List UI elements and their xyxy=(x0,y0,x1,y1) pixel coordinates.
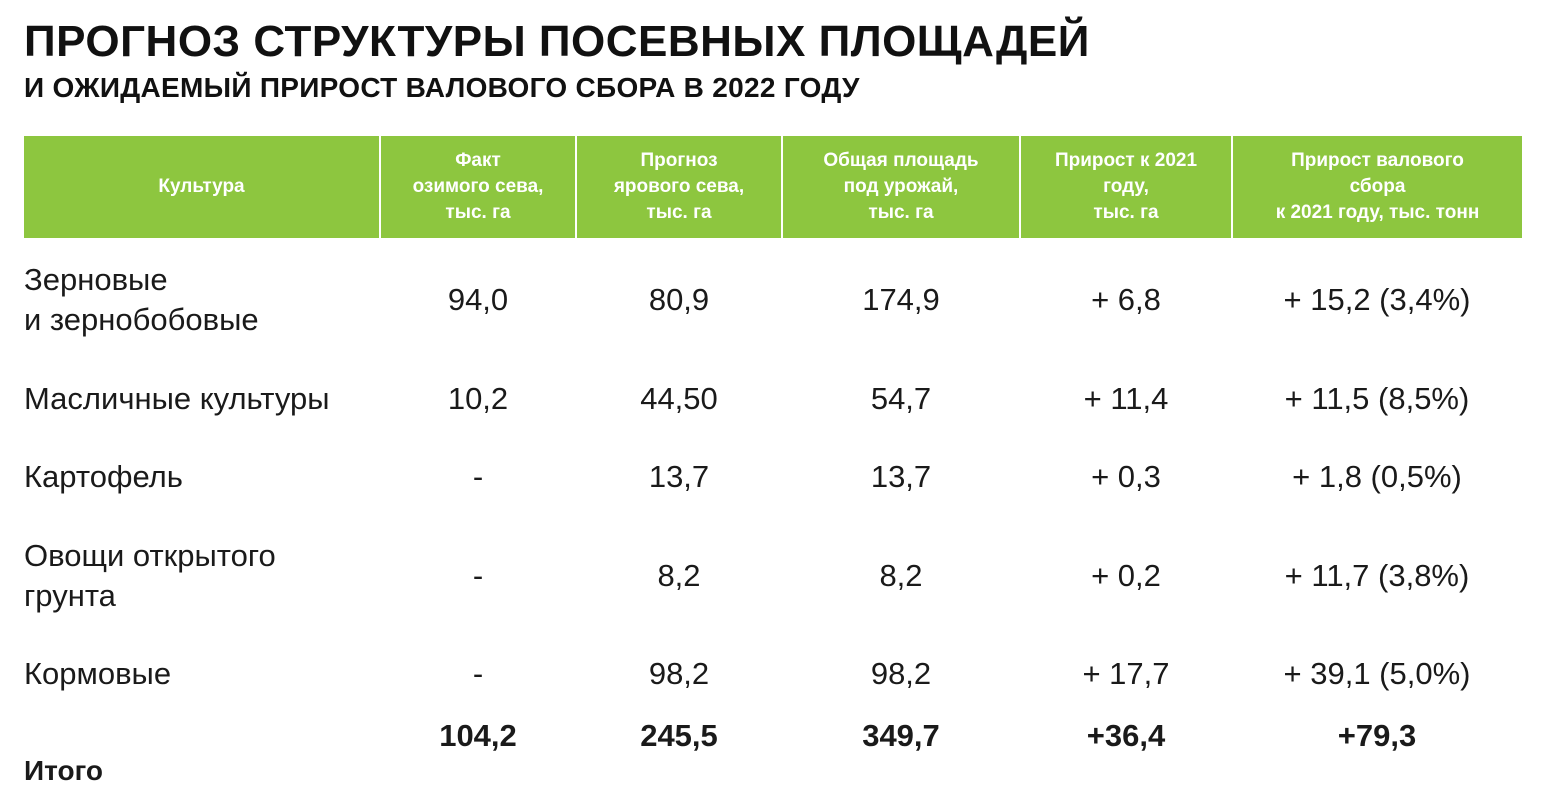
cell-area-growth: + 11,4 xyxy=(1083,381,1169,416)
cell-winter: 10,2 xyxy=(447,381,509,416)
cell-spring: 13,7 xyxy=(648,459,710,494)
cell-yield-growth: + 11,5 (8,5%) xyxy=(1284,381,1470,416)
cell-spring: 8,2 xyxy=(657,558,701,593)
cell-area-growth: + 0,2 xyxy=(1091,558,1161,593)
cell-crop: Овощи открытого грунта xyxy=(24,538,276,613)
total-spring: 245,5 xyxy=(640,718,718,753)
cell-spring: 98,2 xyxy=(648,656,710,691)
total-yield-growth: +79,3 xyxy=(1337,718,1417,753)
cell-yield-growth: + 11,7 (3,8%) xyxy=(1284,558,1470,593)
page-subtitle: И ОЖИДАЕМЫЙ ПРИРОСТ ВАЛОВОГО СБОРА В 202… xyxy=(24,72,860,103)
header-winter-sowing: Факт озимого сева, тыс. га xyxy=(379,136,576,238)
cell-total: 174,9 xyxy=(862,282,940,317)
header-total-area: Общая площадь под урожай, тыс. га xyxy=(781,136,1020,238)
cell-area-growth: + 17,7 xyxy=(1082,656,1170,691)
table-header-row: Культура Факт озимого сева, тыс. га Прог… xyxy=(24,136,1522,238)
cell-crop: Зерновые и зернобобовые xyxy=(24,262,259,337)
cell-crop: Кормовые xyxy=(24,656,172,691)
cell-total: 8,2 xyxy=(879,558,923,593)
cell-total: 13,7 xyxy=(870,459,932,494)
cell-yield-growth: + 15,2 (3,4%) xyxy=(1283,282,1471,317)
table-row: Зерновые и зернобобовые 94,0 80,9 174,9 … xyxy=(24,238,1522,362)
cell-area-growth: + 0,3 xyxy=(1091,459,1161,494)
cell-crop: Картофель xyxy=(24,459,183,494)
cell-total: 98,2 xyxy=(870,656,932,691)
cell-total: 54,7 xyxy=(870,381,932,416)
header-area-growth: Прирост к 2021 году, тыс. га xyxy=(1019,136,1232,238)
total-area-growth: +36,4 xyxy=(1086,718,1166,753)
cell-winter: - xyxy=(472,558,484,593)
table-row: Кормовые - 98,2 98,2 + 17,7 + 39,1 (5,0%… xyxy=(24,634,1522,714)
cell-spring: 80,9 xyxy=(648,282,710,317)
cell-crop: Масличные культуры xyxy=(24,381,330,416)
total-area: 349,7 xyxy=(862,718,940,753)
total-label: Итого xyxy=(24,755,103,786)
table-total-row: Итого 104,2 245,5 349,7 +36,4 +79,3 xyxy=(24,714,1522,788)
cell-spring: 44,50 xyxy=(640,381,718,416)
cell-area-growth: + 6,8 xyxy=(1091,282,1161,317)
cell-winter: 94,0 xyxy=(447,282,509,317)
table-row: Масличные культуры 10,2 44,50 54,7 + 11,… xyxy=(24,362,1522,436)
header-crop: Культура xyxy=(24,136,380,238)
cell-yield-growth: + 39,1 (5,0%) xyxy=(1283,656,1471,691)
cell-yield-growth: + 1,8 (0,5%) xyxy=(1292,459,1462,494)
cell-winter: - xyxy=(472,656,484,691)
page-title: ПРОГНОЗ СТРУКТУРЫ ПОСЕВНЫХ ПЛОЩАДЕЙ xyxy=(24,17,1090,66)
header-yield-growth: Прирост валового сбора к 2021 году, тыс.… xyxy=(1231,136,1522,238)
crop-area-table: Культура Факт озимого сева, тыс. га Прог… xyxy=(24,136,1522,788)
cell-winter: - xyxy=(472,459,484,494)
header-spring-sowing: Прогноз ярового сева, тыс. га xyxy=(575,136,782,238)
table-row: Картофель - 13,7 13,7 + 0,3 + 1,8 (0,5%) xyxy=(24,436,1522,518)
table-row: Овощи открытого грунта - 8,2 8,2 + 0,2 +… xyxy=(24,518,1522,634)
total-winter: 104,2 xyxy=(439,718,517,753)
